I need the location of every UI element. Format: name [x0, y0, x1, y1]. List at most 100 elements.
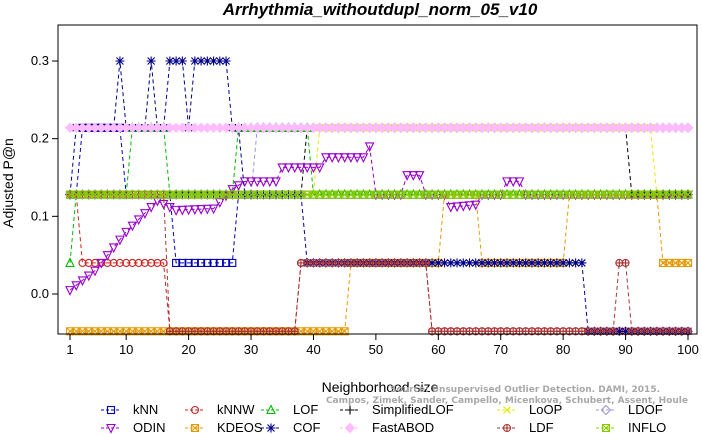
data-point: [496, 258, 506, 268]
data-point: [440, 258, 450, 268]
legend-item: FastABOD: [340, 420, 434, 434]
data-point: [271, 177, 281, 188]
data-point: [289, 163, 300, 174]
series-odin: [65, 142, 693, 296]
series-inflo: [65, 190, 693, 199]
data-point: [621, 326, 631, 336]
data-point: [458, 201, 469, 212]
legend-label: KDEOS: [217, 420, 263, 434]
legend-label: ODIN: [133, 420, 166, 434]
data-point: [96, 258, 107, 269]
data-point: [352, 153, 363, 164]
data-point: [408, 171, 419, 181]
series-loop: [66, 123, 692, 199]
data-point: [514, 258, 524, 268]
legend-marker: [266, 404, 276, 415]
data-point: [502, 177, 512, 188]
legend-item: LoOP: [497, 402, 562, 417]
legend-marker: [344, 422, 356, 434]
legend-marker: [190, 423, 200, 433]
watermark-line-2: Campos, Zimek, Sander, Campello, Micenko…: [326, 396, 688, 406]
data-point: [227, 185, 238, 195]
data-point: [682, 122, 694, 134]
series-fastabod: [64, 122, 694, 134]
data-point: [203, 258, 212, 267]
data-point: [108, 243, 119, 254]
legend-marker: [601, 423, 611, 433]
data-point: [246, 177, 256, 188]
data-point: [358, 153, 369, 164]
data-point: [452, 258, 462, 268]
legend-item: LDF: [497, 420, 554, 434]
data-point: [521, 258, 531, 268]
data-point: [178, 258, 187, 267]
data-point: [239, 177, 250, 188]
series-line: [70, 127, 688, 196]
data-point: [308, 163, 319, 174]
data-point: [321, 153, 331, 164]
data-point: [115, 258, 124, 267]
legend-item: kNNW: [185, 402, 255, 417]
data-point: [222, 258, 231, 267]
data-point: [458, 258, 468, 268]
data-point: [84, 258, 93, 267]
legend-item: kNN: [101, 402, 158, 417]
data-point: [552, 258, 562, 268]
legend: kNN kNNW LOF SimplifiedLOF LoOP LDOF ODIN KDEOS…: [101, 402, 666, 434]
data-point: [202, 204, 213, 215]
chart-title: Arrhythmia_withoutdupl_norm_05_v10: [222, 0, 538, 19]
y-axis: 0.0 0.1 0.2 0.3: [31, 53, 58, 301]
data-point: [77, 276, 88, 287]
legend-label: COF: [293, 420, 321, 434]
series-ldf: [65, 190, 693, 336]
x-tick-label: 40: [306, 342, 320, 357]
data-point: [483, 258, 493, 268]
data-point: [233, 181, 244, 191]
data-point: [90, 266, 100, 277]
data-point: [402, 171, 412, 181]
y-axis-label: Adjusted P@n: [0, 138, 16, 228]
data-point: [146, 202, 157, 213]
data-point: [208, 204, 219, 215]
x-tick-label: 10: [119, 342, 133, 357]
data-point: [427, 258, 437, 268]
data-point: [508, 258, 518, 268]
data-point: [258, 177, 269, 188]
data-point: [296, 163, 306, 174]
data-point: [109, 258, 118, 267]
x-tick-label: 70: [493, 342, 507, 357]
data-point: [171, 206, 182, 216]
legend-marker: [106, 405, 116, 415]
plot-frame: [57, 24, 698, 335]
data-point: [127, 221, 138, 232]
data-point: [190, 258, 199, 267]
legend-marker: [503, 406, 511, 414]
x-tick-label: 60: [431, 342, 445, 357]
legend-marker: [190, 405, 200, 415]
series-ldof: [64, 122, 694, 200]
data-point: [502, 258, 512, 268]
data-point: [683, 258, 693, 267]
data-point: [452, 202, 462, 213]
data-point: [122, 258, 131, 267]
data-point: [446, 258, 456, 268]
data-point: [196, 205, 206, 215]
data-point: [140, 209, 150, 219]
data-point: [264, 177, 275, 188]
series-simplifiedlof: [65, 123, 693, 200]
data-point: [177, 56, 187, 66]
data-point: [164, 202, 175, 213]
data-point: [133, 215, 144, 226]
data-point: [140, 258, 149, 267]
data-point: [115, 235, 125, 246]
data-point: [564, 258, 574, 268]
legend-marker: [266, 423, 276, 433]
legend-label: SimplifiedLOF: [372, 402, 454, 417]
x-tick-label: 20: [181, 342, 195, 357]
legend-item: LOF: [261, 402, 318, 417]
x-axis: 1 10 20 30 40 50 60 70 80 90 100: [66, 334, 699, 357]
data-point: [577, 258, 587, 268]
data-point: [489, 258, 499, 268]
data-point: [209, 56, 219, 66]
legend-label: LOF: [293, 402, 318, 417]
